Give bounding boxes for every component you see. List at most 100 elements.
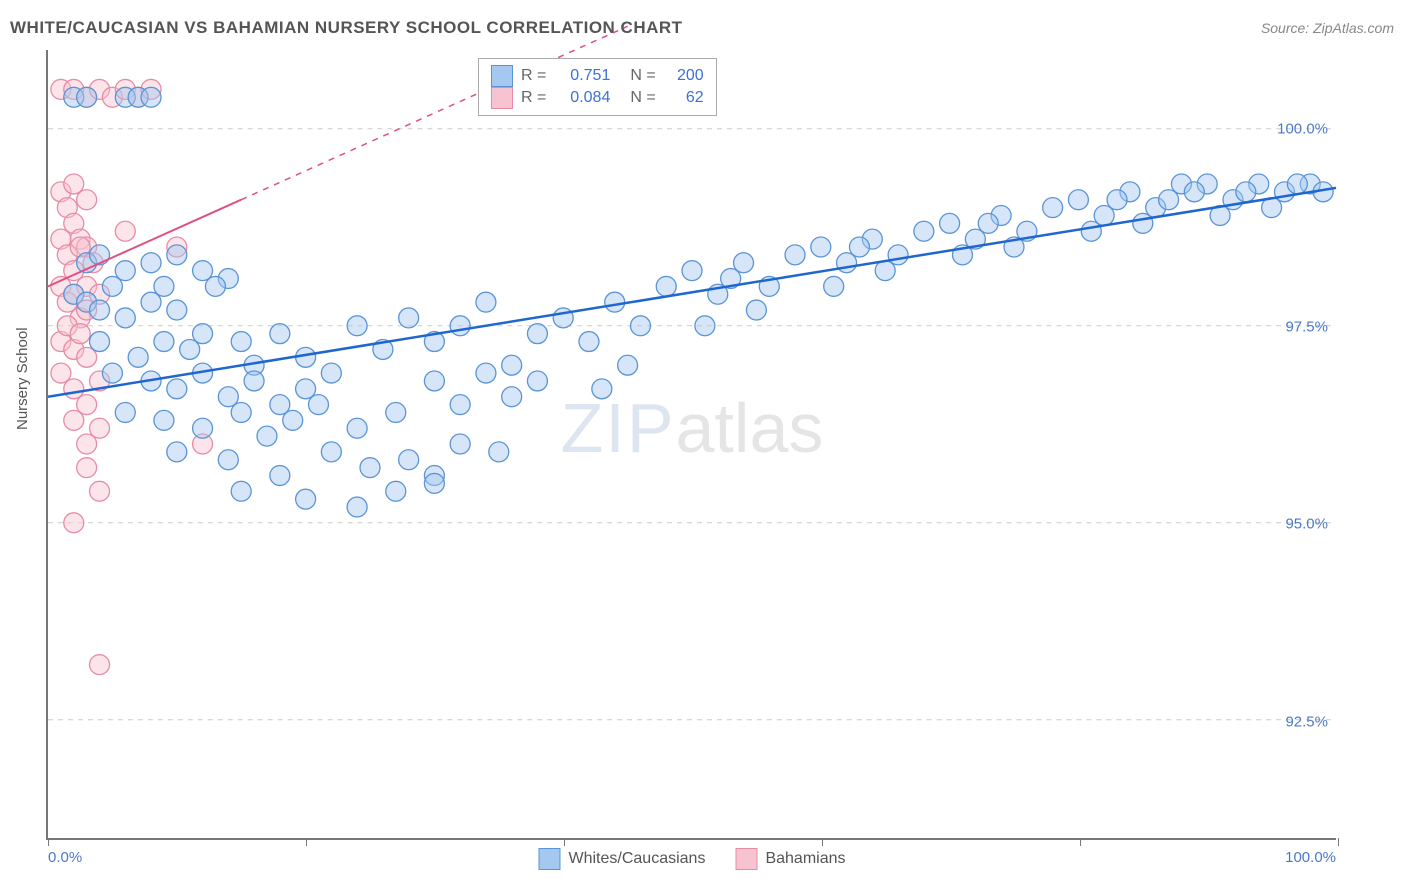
scatter-point (154, 332, 174, 352)
scatter-point (450, 434, 470, 454)
r-label: R = (521, 89, 546, 107)
x-tick-mark (48, 838, 49, 846)
y-tick-label: 97.5% (1285, 318, 1328, 335)
scatter-point (347, 316, 367, 336)
scatter-point (914, 221, 934, 241)
x-tick-mark (306, 838, 307, 846)
legend-label: Bahamians (765, 850, 845, 868)
stat-legend-row: R =0.751N =200 (491, 65, 704, 87)
scatter-point (90, 481, 110, 501)
scatter-point (90, 418, 110, 438)
scatter-point (502, 387, 522, 407)
scatter-point (785, 245, 805, 265)
scatter-point (386, 403, 406, 423)
y-tick-label: 95.0% (1285, 516, 1328, 533)
scatter-point (347, 418, 367, 438)
scatter-point (450, 395, 470, 415)
x-tick-right: 100.0% (1285, 849, 1336, 866)
scatter-point (1068, 190, 1088, 210)
scatter-point (90, 655, 110, 675)
scatter-point (218, 450, 238, 470)
scatter-point (141, 253, 161, 273)
scatter-point (527, 324, 547, 344)
scatter-point (360, 458, 380, 478)
legend-swatch (491, 87, 513, 109)
scatter-point (231, 481, 251, 501)
scatter-point (978, 213, 998, 233)
scatter-point (321, 442, 341, 462)
scatter-point (824, 276, 844, 296)
scatter-point (193, 418, 213, 438)
legend-swatch (491, 65, 513, 87)
scatter-point (386, 481, 406, 501)
title-bar: WHITE/CAUCASIAN VS BAHAMIAN NURSERY SCHO… (10, 18, 1394, 38)
scatter-point (77, 190, 97, 210)
scatter-point (193, 324, 213, 344)
scatter-point (656, 276, 676, 296)
scatter-point (270, 466, 290, 486)
scatter-point (592, 379, 612, 399)
scatter-point (64, 410, 84, 430)
scatter-point (283, 410, 303, 430)
x-tick-mark (822, 838, 823, 846)
plot-area: ZIPatlas R =0.751N =200R =0.084N = 62 Wh… (46, 50, 1336, 840)
scatter-point (1236, 182, 1256, 202)
scatter-point (630, 316, 650, 336)
scatter-point (1107, 190, 1127, 210)
r-label: R = (521, 67, 546, 85)
chart-source: Source: ZipAtlas.com (1261, 20, 1394, 36)
scatter-point (1287, 174, 1307, 194)
scatter-point (849, 237, 869, 257)
scatter-point (502, 355, 522, 375)
scatter-point (605, 292, 625, 312)
scatter-point (270, 324, 290, 344)
scatter-point (399, 450, 419, 470)
scatter-point (141, 292, 161, 312)
scatter-point (489, 442, 509, 462)
stat-legend-row: R = 0.084 N = 62 (491, 87, 704, 109)
scatter-point (64, 513, 84, 533)
x-tick-mark (564, 838, 565, 846)
scatter-point (347, 497, 367, 517)
chart-title: WHITE/CAUCASIAN VS BAHAMIAN NURSERY SCHO… (10, 18, 683, 38)
scatter-point (128, 347, 148, 367)
scatter-point (1184, 182, 1204, 202)
n-label: N = (630, 67, 655, 85)
legend-label: Whites/Caucasians (569, 850, 706, 868)
y-tick-label: 100.0% (1277, 121, 1328, 138)
scatter-point (70, 324, 90, 344)
y-tick-label: 92.5% (1285, 713, 1328, 730)
y-axis-title: Nursery School (14, 327, 31, 430)
r-value: 0.084 (554, 89, 610, 107)
scatter-point (90, 332, 110, 352)
scatter-point (244, 371, 264, 391)
scatter-point (77, 458, 97, 478)
scatter-point (811, 237, 831, 257)
scatter-point (1133, 213, 1153, 233)
scatter-point (695, 316, 715, 336)
scatter-point (167, 300, 187, 320)
scatter-point (1081, 221, 1101, 241)
trend-line (48, 188, 1336, 397)
r-value: 0.751 (554, 67, 610, 85)
scatter-point (527, 371, 547, 391)
scatter-point (424, 371, 444, 391)
n-label: N = (630, 89, 655, 107)
scatter-point (90, 245, 110, 265)
scatter-point (682, 261, 702, 281)
scatter-point (424, 473, 444, 493)
n-value: 62 (664, 89, 704, 107)
scatter-point (102, 363, 122, 383)
x-tick-left: 0.0% (48, 849, 82, 866)
scatter-point (115, 308, 135, 328)
scatter-point (940, 213, 960, 233)
legend-swatch (735, 848, 757, 870)
scatter-point (296, 489, 316, 509)
scatter-point (77, 87, 97, 107)
scatter-point (476, 292, 496, 312)
bottom-legend-item: Bahamians (735, 848, 845, 870)
scatter-point (875, 261, 895, 281)
scatter-point (746, 300, 766, 320)
scatter-point (579, 332, 599, 352)
scatter-point (154, 410, 174, 430)
